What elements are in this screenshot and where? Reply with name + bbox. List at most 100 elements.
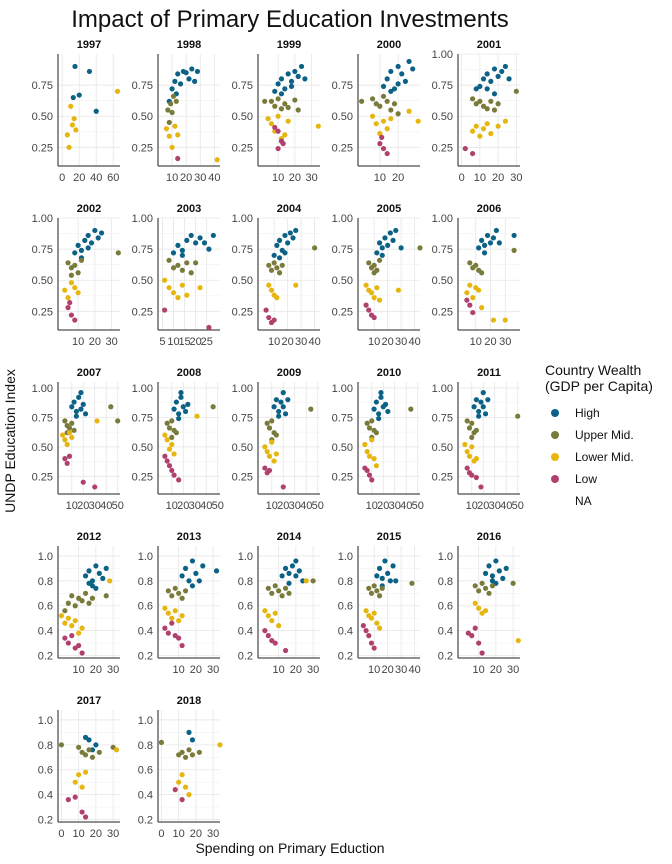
facet-2007-point [62, 456, 68, 462]
facet-2001-point [495, 123, 501, 129]
facet-2006-point [470, 295, 476, 301]
facet-2012-point [65, 640, 71, 646]
facet-2017-point [76, 772, 82, 778]
facet-2001-point [491, 107, 498, 113]
facet-2009-point [278, 399, 284, 405]
facet-2017-ytick-label: 0.4 [38, 790, 53, 802]
facet-2010-point [364, 448, 370, 455]
facet-2007-point [80, 479, 86, 485]
facet-2010-point [369, 477, 375, 483]
facet-1998-point [183, 70, 189, 76]
facet-2017-point [93, 742, 99, 748]
facet-2015-ytick-label: 0.4 [338, 626, 353, 638]
facet-2018-point [196, 749, 202, 755]
facet-2010-point [373, 399, 379, 405]
facet-2010-ytick-label: 1.00 [332, 383, 353, 395]
facet-2017-title: 2017 [77, 695, 101, 707]
facet-2003-point [184, 292, 190, 298]
facet-2012-xtick-label: 30 [107, 664, 119, 676]
facet-2007-ytick-label: 1.00 [32, 383, 53, 395]
facet-1998-ytick-label: 0.25 [132, 142, 153, 154]
legend-item-high: High [551, 402, 653, 424]
facet-2008-point [164, 437, 170, 443]
facet-2018-xtick-label: 10 [173, 828, 185, 840]
facet-2017-ytick-label: 0.6 [38, 765, 53, 777]
facet-2016-point [472, 600, 478, 606]
facet-1999-point [288, 78, 295, 84]
facet-2009-point [266, 467, 273, 474]
facet-1998-point [166, 133, 172, 139]
facet-1997-point [66, 144, 72, 150]
facet-2014-point [265, 585, 271, 591]
facet-1999-point [262, 98, 268, 104]
facet-2001-point [484, 106, 490, 112]
facet-2004-point [282, 232, 288, 239]
facet-2013-ytick-label: 0.4 [138, 626, 153, 638]
facet-2002-xtick-label: 10 [72, 336, 84, 348]
facet-2009-point [264, 448, 270, 455]
facet-2011-point [469, 472, 475, 478]
facet-2012-point [82, 590, 89, 596]
facet-2015-point [371, 583, 377, 589]
facet-2016-point [503, 565, 509, 572]
facet-2014-point [279, 593, 285, 599]
facet-2000-xtick-label: 10 [374, 172, 386, 184]
facet-2011-point [478, 399, 484, 405]
facet-2000-point [410, 66, 416, 72]
facet-1998-point [165, 107, 171, 113]
facet-2009-ytick-label: 0.75 [232, 412, 253, 424]
facet-2003-point [210, 232, 216, 239]
facet-2005-point [390, 237, 396, 243]
facet-1998-title: 1998 [177, 39, 201, 51]
facet-2003-point [162, 307, 168, 313]
facet-2011-xtick-label: 30 [489, 500, 501, 512]
facet-2003-point [193, 260, 199, 266]
facet-2001-ytick-label: 1.00 [432, 49, 453, 61]
facet-2007-point [82, 411, 89, 417]
facet-1997-xtick-label: 20 [73, 172, 85, 184]
facet-2016-point [476, 588, 482, 594]
facet-2002-point [65, 295, 71, 301]
facet-2013-ytick-label: 1.0 [138, 551, 153, 563]
facet-2005-point [379, 245, 385, 251]
facet-2009-point [285, 397, 291, 403]
legend-swatch-upper-mid [551, 431, 559, 439]
facet-2003-title: 2003 [177, 203, 201, 215]
facet-2013-point [169, 615, 175, 621]
facet-2016-point [515, 637, 521, 644]
facet-2006-ytick-label: 0.25 [432, 306, 453, 318]
facet-2015-point [366, 633, 372, 639]
facet-2004-xtick-label: 20 [282, 336, 294, 348]
facet-2006-point [467, 260, 473, 266]
facet-2013-point [200, 563, 206, 569]
facet-1998-xtick-label: 40 [208, 172, 220, 184]
facet-2001-point [488, 131, 494, 137]
facet-2013-xtick-label: 20 [190, 664, 202, 676]
facet-2015-point [390, 563, 396, 569]
facet-2010-xtick-label: 40 [400, 500, 412, 512]
facet-2012-point [69, 593, 75, 599]
facet-2000-point [384, 76, 390, 82]
facet-2004-point [271, 252, 277, 258]
facet-2015-point [371, 645, 377, 651]
facet-1997-point [86, 68, 93, 75]
facet-1999-ytick-label: 0.50 [232, 111, 253, 123]
facet-2007-point [115, 418, 121, 424]
facet-2008-point [171, 451, 177, 457]
facet-2011-title: 2011 [477, 367, 501, 379]
facet-2015-point [393, 578, 399, 584]
facet-2008-xtick-label: 40 [200, 500, 212, 512]
facet-2001-point [473, 86, 479, 92]
facet-2006-point [467, 282, 473, 288]
facet-2007-point [69, 420, 75, 426]
facet-2017-point [72, 779, 78, 785]
facet-2002-point [82, 237, 88, 243]
facet-2011-point [480, 404, 486, 410]
facet-2001-point [491, 91, 498, 97]
facet-2009-xtick-label: 20 [277, 500, 289, 512]
facet-1997-xtick-label: 0 [59, 172, 65, 184]
facet-2002-point [68, 272, 75, 278]
facet-2005-point [385, 242, 391, 248]
facet-2015-ytick-label: 0.8 [338, 576, 353, 588]
facet-2010-xtick-label: 50 [412, 500, 424, 512]
